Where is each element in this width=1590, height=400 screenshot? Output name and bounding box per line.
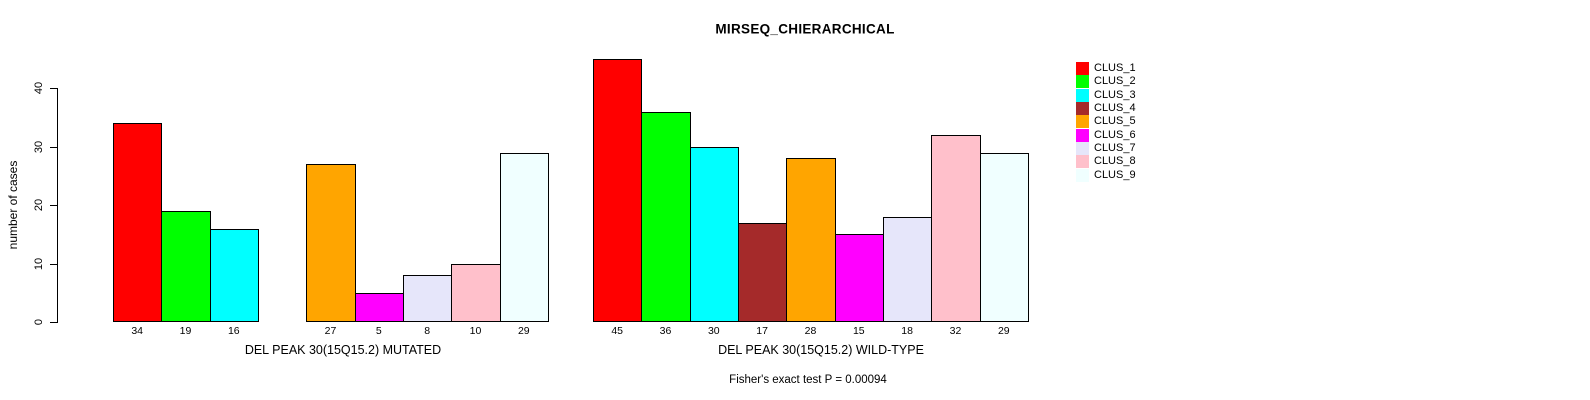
bar-value-label: 16	[227, 325, 240, 337]
legend-swatch-clus_3	[1076, 88, 1089, 102]
y-tick-label: 10	[33, 257, 45, 270]
bar-clus_7	[402, 275, 453, 322]
bar-value-label: 27	[324, 325, 337, 337]
legend-label: CLUS_3	[1094, 88, 1136, 101]
y-tick-label: 40	[33, 82, 45, 95]
legend-row: CLUS_1	[1076, 62, 1136, 75]
bar-value-label: 19	[179, 325, 192, 337]
legend-swatch-clus_8	[1076, 155, 1089, 169]
legend-row: CLUS_4	[1076, 102, 1136, 115]
y-tick-mark	[50, 205, 57, 207]
bar-value-label: 15	[852, 325, 865, 337]
legend-swatch-clus_1	[1076, 62, 1089, 75]
legend-swatch-clus_7	[1076, 142, 1089, 155]
legend-swatch-clus_4	[1076, 102, 1089, 115]
bar-value-label: 29	[997, 325, 1010, 337]
bar-clus_2	[641, 111, 691, 322]
legend-label: CLUS_1	[1094, 62, 1136, 74]
x-axis-label-wildtype: DEL PEAK 30(15Q15.2) WILD-TYPE	[718, 343, 924, 357]
y-tick-mark	[50, 88, 57, 90]
y-tick-label: 0	[33, 318, 45, 326]
legend-swatch-clus_9	[1076, 168, 1089, 182]
legend-swatch-clus_6	[1076, 128, 1089, 142]
x-axis-label-mutated: DEL PEAK 30(15Q15.2) MUTATED	[244, 343, 442, 357]
legend-row: CLUS_2	[1076, 75, 1136, 89]
bar-clus_2	[161, 211, 211, 322]
legend-label: CLUS_9	[1094, 168, 1136, 181]
y-tick-mark	[50, 146, 57, 148]
fisher-test-annotation: Fisher's exact test P = 0.00094	[729, 374, 887, 386]
bar-value-label: 17	[756, 325, 768, 337]
bar-value-label: 32	[949, 325, 962, 337]
bar-value-label: 28	[804, 325, 817, 337]
legend-label: CLUS_4	[1094, 102, 1136, 114]
bar-value-label: 18	[901, 325, 913, 337]
bar-value-label: 5	[375, 325, 382, 337]
y-tick-label: 20	[33, 199, 45, 212]
bar-clus_4	[737, 222, 788, 322]
bar-clus_8	[451, 263, 501, 322]
bar-value-label: 34	[131, 325, 143, 337]
y-tick-mark	[50, 263, 57, 265]
legend-label: CLUS_6	[1094, 128, 1136, 141]
bar-clus_5	[786, 158, 836, 322]
legend-label: CLUS_2	[1094, 75, 1136, 88]
bar-value-label: 30	[707, 325, 720, 337]
bar-clus_6	[354, 292, 404, 322]
bar-clus_7	[882, 216, 933, 322]
legend-row: CLUS_8	[1076, 155, 1136, 169]
bar-value-label: 45	[611, 325, 623, 337]
y-tick-mark	[50, 322, 57, 323]
y-axis-line	[57, 88, 58, 323]
legend-label: CLUS_7	[1094, 142, 1136, 154]
bar-clus_9	[499, 152, 549, 322]
bar-value-label: 10	[469, 325, 482, 337]
bar-clus_3	[209, 228, 259, 322]
legend-row: CLUS_7	[1076, 142, 1136, 155]
legend-label: CLUS_5	[1094, 115, 1136, 128]
y-tick-label: 30	[33, 140, 45, 153]
legend-swatch-clus_5	[1076, 115, 1089, 129]
chart-title: MIRSEQ_CHIERARCHICAL	[715, 21, 895, 37]
bar-value-label: 36	[659, 325, 672, 337]
bar-clus_1	[593, 59, 643, 322]
bar-clus_1	[113, 123, 163, 322]
bar-clus_9	[979, 152, 1029, 322]
bar-clus_8	[931, 135, 981, 322]
legend-row: CLUS_9	[1076, 168, 1136, 182]
y-axis-label: number of cases	[6, 160, 20, 250]
bar-clus_3	[689, 146, 739, 322]
bar-value-label: 29	[517, 325, 530, 337]
legend-swatch-clus_2	[1076, 75, 1089, 89]
legend-row: CLUS_5	[1076, 115, 1136, 129]
bar-clus_5	[306, 164, 356, 322]
legend-row: CLUS_6	[1076, 128, 1136, 142]
legend-label: CLUS_8	[1094, 155, 1136, 168]
legend-row: CLUS_3	[1076, 88, 1136, 102]
bar-value-label: 8	[424, 325, 431, 337]
bar-clus_6	[834, 234, 884, 322]
